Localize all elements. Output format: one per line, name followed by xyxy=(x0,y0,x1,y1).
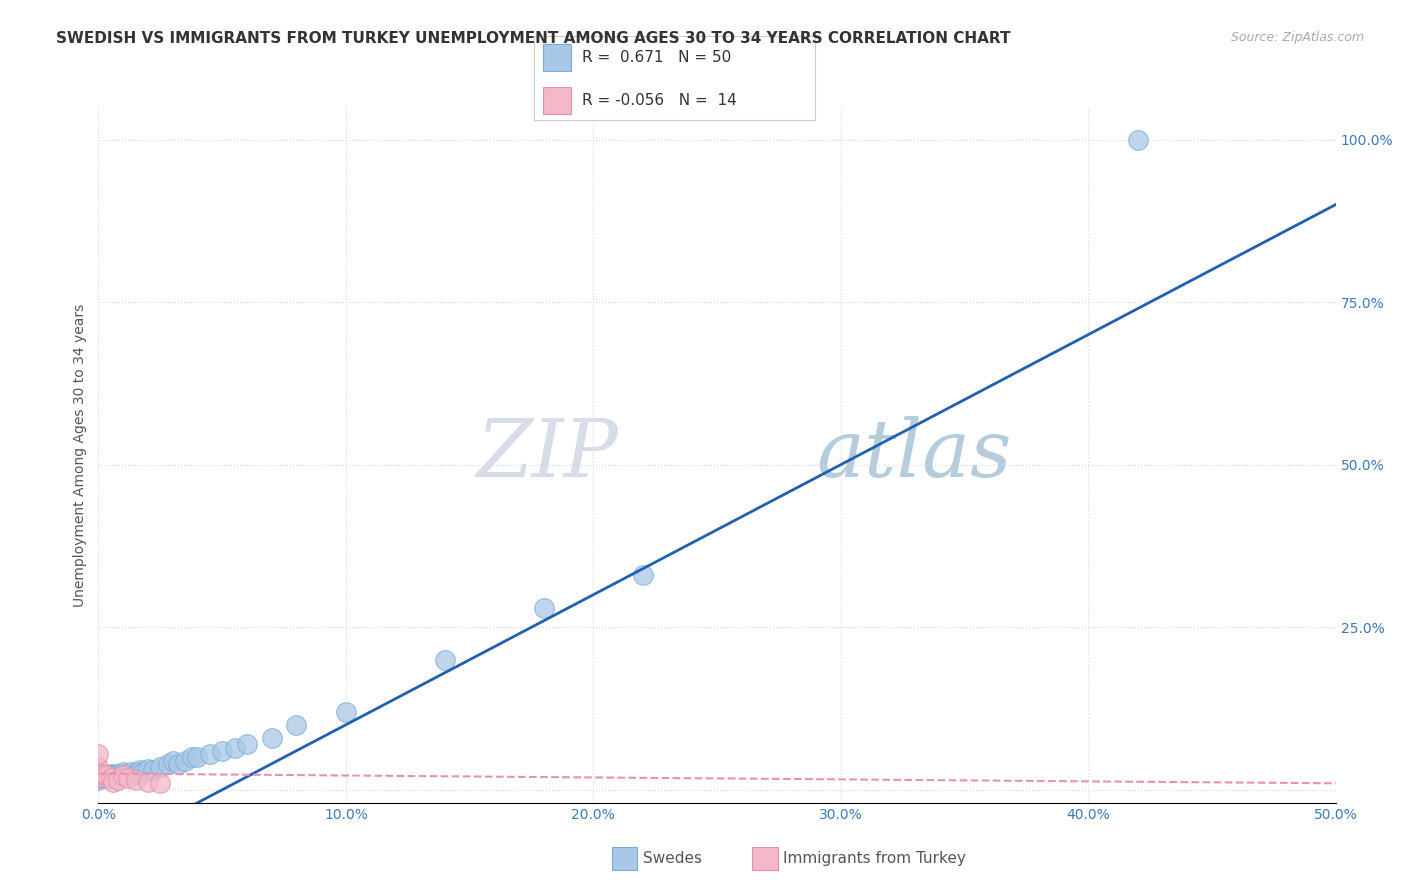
Point xyxy=(104,768,127,782)
Point xyxy=(186,750,208,764)
Point xyxy=(107,768,129,782)
Point xyxy=(533,600,555,615)
Point xyxy=(149,760,172,774)
Point xyxy=(236,737,259,751)
Point xyxy=(103,775,125,789)
Point xyxy=(112,766,135,780)
Text: Swedes: Swedes xyxy=(643,852,702,866)
Point xyxy=(631,568,654,582)
Point xyxy=(198,747,221,761)
Point xyxy=(93,770,115,784)
Point xyxy=(117,766,139,780)
Point xyxy=(103,771,125,785)
Point xyxy=(87,770,110,784)
Point xyxy=(156,756,179,771)
Point xyxy=(100,766,122,780)
Point xyxy=(87,766,110,780)
Point xyxy=(87,770,110,784)
Point xyxy=(174,754,197,768)
Point xyxy=(136,762,159,776)
Point xyxy=(87,770,110,784)
Point xyxy=(103,768,125,782)
Point xyxy=(100,771,122,785)
Point xyxy=(87,771,110,785)
Point xyxy=(107,766,129,780)
Point xyxy=(104,766,127,780)
Point xyxy=(224,740,246,755)
Point xyxy=(94,771,117,785)
Text: ZIP: ZIP xyxy=(477,417,619,493)
Point xyxy=(132,764,155,779)
Point xyxy=(149,776,172,790)
Text: atlas: atlas xyxy=(815,417,1011,493)
Point xyxy=(1126,132,1149,146)
Point xyxy=(114,768,136,782)
Point xyxy=(87,768,110,782)
Bar xyxy=(543,44,571,71)
Point xyxy=(107,772,129,787)
Point xyxy=(87,747,110,761)
Text: Source: ZipAtlas.com: Source: ZipAtlas.com xyxy=(1230,31,1364,45)
Point xyxy=(87,766,110,780)
Point xyxy=(433,653,456,667)
Y-axis label: Unemployment Among Ages 30 to 34 years: Unemployment Among Ages 30 to 34 years xyxy=(73,303,87,607)
Point xyxy=(87,772,110,787)
Point xyxy=(285,718,308,732)
Point xyxy=(120,764,142,779)
Point xyxy=(87,771,110,785)
Text: R = -0.056   N =  14: R = -0.056 N = 14 xyxy=(582,93,737,108)
Point xyxy=(166,756,188,771)
Point xyxy=(93,766,115,780)
Text: R =  0.671   N = 50: R = 0.671 N = 50 xyxy=(582,50,731,65)
Point xyxy=(129,764,152,778)
Point xyxy=(181,750,204,764)
Point xyxy=(117,771,139,785)
Point xyxy=(94,768,117,782)
Point xyxy=(211,744,233,758)
Bar xyxy=(543,87,571,113)
Point xyxy=(335,705,357,719)
Point xyxy=(87,760,110,774)
Point xyxy=(127,764,149,779)
Point xyxy=(162,754,184,768)
Point xyxy=(87,768,110,782)
Point xyxy=(136,775,159,789)
Text: SWEDISH VS IMMIGRANTS FROM TURKEY UNEMPLOYMENT AMONG AGES 30 TO 34 YEARS CORRELA: SWEDISH VS IMMIGRANTS FROM TURKEY UNEMPL… xyxy=(56,31,1011,46)
Point xyxy=(97,768,120,782)
Point xyxy=(124,766,146,780)
Point xyxy=(100,770,122,784)
Point xyxy=(142,764,165,778)
Point xyxy=(112,768,135,782)
Point xyxy=(260,731,283,745)
Point xyxy=(112,764,135,779)
Text: Immigrants from Turkey: Immigrants from Turkey xyxy=(783,852,966,866)
Point xyxy=(110,768,132,782)
Point xyxy=(124,772,146,787)
Point xyxy=(100,768,122,782)
